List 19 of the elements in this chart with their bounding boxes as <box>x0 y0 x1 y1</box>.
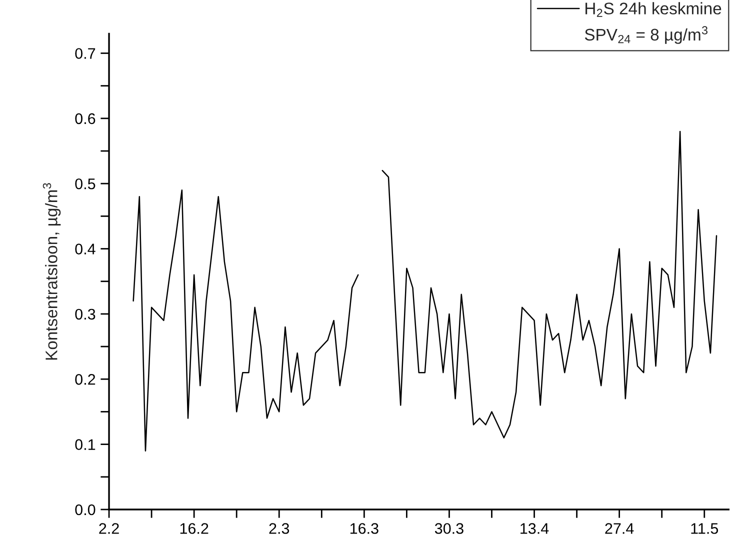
x-tick-label: 13.4 <box>520 523 549 534</box>
x-tick-label: 16.2 <box>180 523 208 534</box>
y-axis-title: Kontsentratsioon, µg/m$^{3}$ <box>42 183 61 360</box>
y-tick-label: 0.6 <box>75 113 96 124</box>
y-tick-label: 0.0 <box>75 504 96 516</box>
annotation: SPV$_{24}$ = 8 µg/m$^{3}$ <box>584 26 708 44</box>
x-tick-label: 16.3 <box>350 523 378 534</box>
y-tick-label: 0.7 <box>75 48 96 59</box>
y-tick-label: 0.1 <box>75 439 96 450</box>
x-tick-label: 30.3 <box>434 523 464 534</box>
y-tick-label: 0.3 <box>75 308 96 320</box>
x-tick-label: 2.2 <box>99 523 119 534</box>
y-tick-label: 0.2 <box>75 374 96 385</box>
y-tick-label: 0.5 <box>75 178 96 190</box>
x-tick-label: 27.4 <box>605 523 634 534</box>
x-tick-label: 2.3 <box>269 523 290 534</box>
y-tick-label: 0.4 <box>75 244 96 254</box>
x-tick-label: 11.5 <box>691 523 718 534</box>
legend-label: H$_{2}$S 24h keskmine <box>586 2 722 17</box>
